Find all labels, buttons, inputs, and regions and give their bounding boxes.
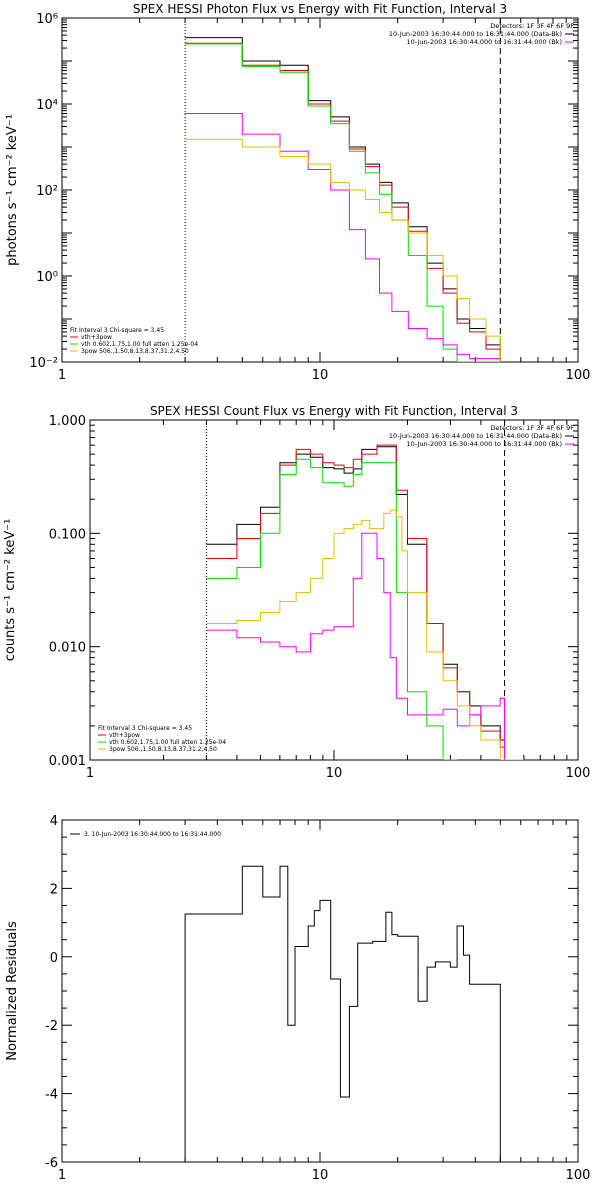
legend-label: vth 0.602,1.75,1.00 full atten 1.25e-04 bbox=[109, 739, 226, 746]
y-axis: -6 -4 -2 0 2 4 bbox=[45, 814, 578, 1171]
legend-label: vth 0.602,1.75,1.00 full atten 1.25e-04 bbox=[81, 341, 198, 348]
legend: Fit Interval 3 Chi-square = 3.45vth+3pow… bbox=[98, 725, 226, 753]
legend-label: Fit Interval 3 Chi-square = 3.45 bbox=[98, 725, 192, 732]
x-tick-label: 100 bbox=[566, 368, 591, 383]
y-tick-label: 0.100 bbox=[49, 527, 86, 542]
x-tick-label: 1 bbox=[86, 766, 94, 781]
y-tick-label: 10⁻² bbox=[29, 356, 58, 371]
x-tick-label: 1 bbox=[58, 1168, 66, 1183]
y-tick-label: 4 bbox=[50, 814, 58, 829]
chart-2: SPEX HESSI Count Flux vs Energy with Fit… bbox=[3, 404, 590, 781]
legend-label: vth+3pow bbox=[109, 732, 140, 739]
chart-title: SPEX HESSI Photon Flux vs Energy with Fi… bbox=[133, 2, 507, 16]
y-tick-label: 10² bbox=[36, 184, 58, 199]
x-tick-label: 1 bbox=[58, 368, 66, 383]
header-line: Detectors: 1F 3F 4F 6F 9F bbox=[490, 22, 574, 30]
legend-label: 3pow 506.,1.50,8.13,8.37,31.2,4.50 bbox=[109, 746, 217, 753]
y-axis-label: photons s⁻¹ cm⁻² keV⁻¹ bbox=[5, 114, 20, 266]
series-group bbox=[185, 37, 501, 362]
series-line-5 bbox=[185, 138, 501, 362]
y-tick-label: -4 bbox=[45, 1088, 58, 1103]
x-tick-label: 10 bbox=[326, 766, 343, 781]
series-group bbox=[184, 865, 501, 1162]
y-axis-label: Normalized Residuals bbox=[5, 921, 20, 1061]
series-line-2 bbox=[185, 42, 501, 362]
y-tick-label: 1.000 bbox=[49, 414, 86, 429]
x-axis: 1 10 100 bbox=[58, 820, 591, 1183]
x-tick-label: 10 bbox=[312, 368, 329, 383]
series-line-4 bbox=[185, 113, 501, 362]
chart-3: 1 10 100 -6 -4 -2 0 2 4 Normalized Residuals 3. 10… bbox=[5, 814, 590, 1183]
header-line: 10-Jun-2003 16:30:44.000 to 16:31:44.000… bbox=[407, 38, 562, 46]
header-line: 10-Jun-2003 16:30:44.000 to 16:31:44.000… bbox=[389, 30, 562, 38]
series-line-3 bbox=[206, 458, 458, 760]
y-axis: 0.001 0.010 0.100 1.000 bbox=[49, 414, 578, 769]
y-tick-label: 0.001 bbox=[49, 754, 86, 769]
legend-label: Fit Interval 3 Chi-square = 3.45 bbox=[70, 327, 164, 334]
legend: Fit Interval 3 Chi-square = 3.45vth+3pow… bbox=[70, 327, 198, 355]
x-tick-label: 100 bbox=[566, 1168, 591, 1183]
series-line-1 bbox=[185, 37, 501, 362]
x-tick-label: 100 bbox=[566, 766, 591, 781]
chart-title: SPEX HESSI Count Flux vs Energy with Fit… bbox=[150, 404, 518, 418]
series-line-3 bbox=[185, 43, 501, 362]
y-axis-label: counts s⁻¹ cm⁻² keV⁻¹ bbox=[3, 519, 18, 662]
series-line-1 bbox=[184, 865, 501, 1162]
x-tick-label: 10 bbox=[312, 1168, 329, 1183]
x-axis: 1 10 100 bbox=[86, 420, 591, 781]
header-line: Detectors: 1F 3F 4F 6F 9F bbox=[490, 424, 574, 432]
y-tick-label: 2 bbox=[50, 882, 58, 897]
legend-label: 3. 10-Jun-2003 16:30:44.000 to 16:31:44.… bbox=[84, 831, 221, 838]
y-tick-label: 10⁰ bbox=[36, 270, 58, 285]
y-tick-label: 0 bbox=[50, 951, 58, 966]
y-tick-label: 10⁴ bbox=[36, 98, 58, 113]
y-tick-label: 10⁶ bbox=[36, 12, 58, 27]
y-tick-label: -2 bbox=[45, 1019, 58, 1034]
y-tick-label: 0.010 bbox=[49, 641, 86, 656]
series-line-5 bbox=[206, 509, 524, 760]
y-tick-label: -6 bbox=[45, 1156, 58, 1171]
legend-label: 3pow 506.,1.50,8.13,8.37,31.2,4.50 bbox=[81, 348, 189, 355]
legend: 3. 10-Jun-2003 16:30:44.000 to 16:31:44.… bbox=[70, 831, 221, 838]
chart-1: SPEX HESSI Photon Flux vs Energy with Fi… bbox=[5, 2, 590, 383]
y-axis: 10⁻² 10⁰ 10² 10⁴ 10⁶ bbox=[29, 12, 578, 371]
header-line: 10-Jun-2003 16:30:44.000 to 16:31:44.000… bbox=[389, 432, 562, 440]
legend-label: vth+3pow bbox=[81, 334, 112, 341]
series-group bbox=[206, 444, 524, 760]
header-line: 10-Jun-2003 16:30:44.000 to 16:31:44.000… bbox=[407, 440, 562, 448]
